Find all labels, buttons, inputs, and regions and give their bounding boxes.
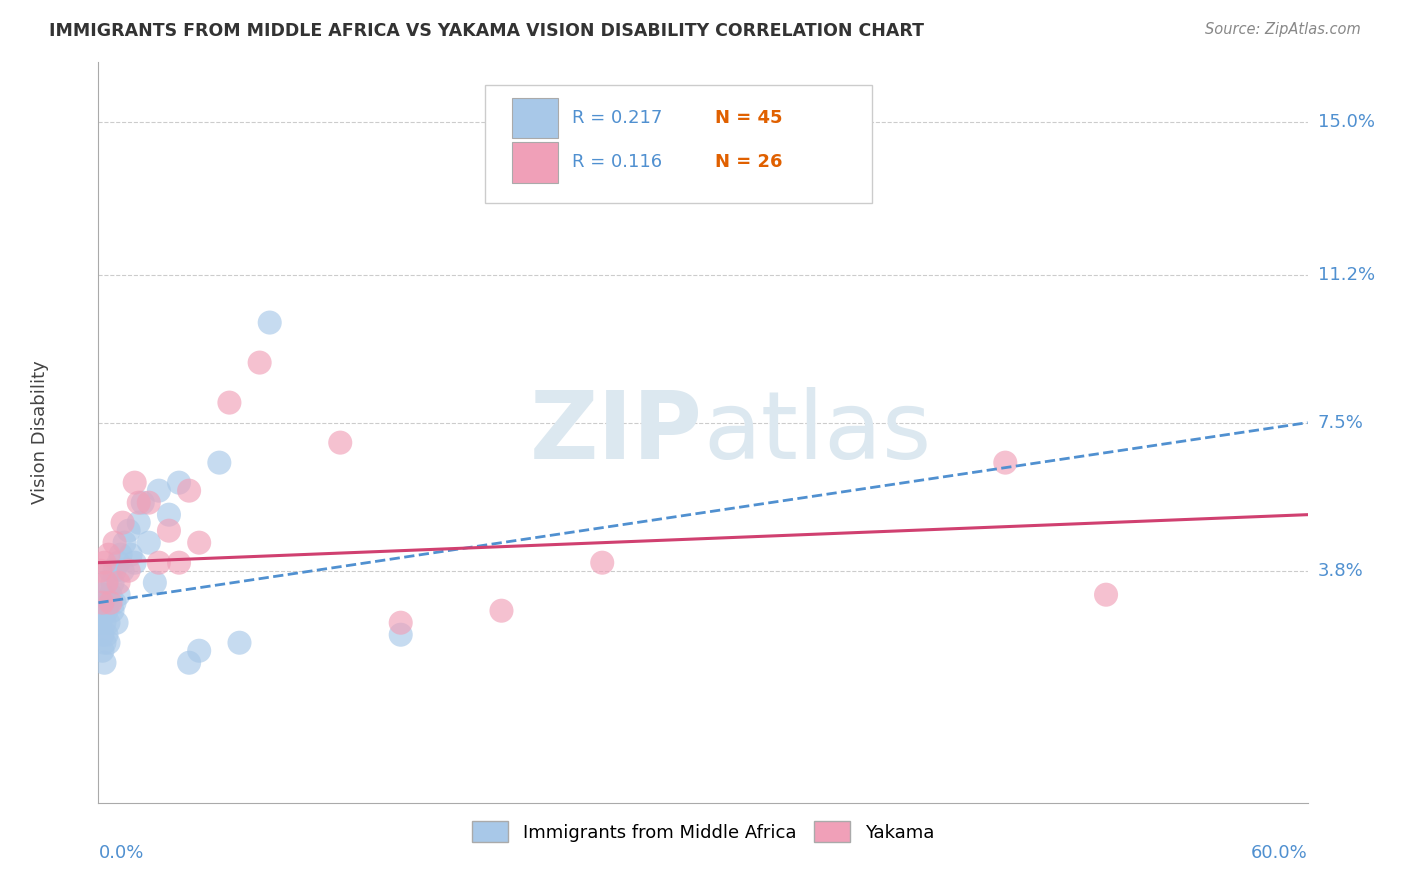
- FancyBboxPatch shape: [485, 85, 872, 203]
- Point: [111, 564, 134, 578]
- Point: [132, 496, 155, 510]
- Point: [491, 604, 513, 618]
- Point: [93, 615, 115, 630]
- Text: 7.5%: 7.5%: [1317, 414, 1364, 432]
- Point: [591, 556, 613, 570]
- Point: [91, 588, 114, 602]
- Point: [120, 548, 142, 562]
- FancyBboxPatch shape: [512, 142, 558, 183]
- Point: [157, 508, 180, 522]
- Point: [101, 604, 124, 618]
- Point: [103, 596, 125, 610]
- Text: R = 0.217: R = 0.217: [572, 109, 662, 127]
- Point: [128, 516, 150, 530]
- Point: [389, 628, 412, 642]
- Point: [111, 516, 134, 530]
- Point: [107, 588, 129, 602]
- Point: [91, 596, 114, 610]
- Point: [89, 596, 111, 610]
- Point: [994, 456, 1017, 470]
- Point: [97, 596, 120, 610]
- Text: atlas: atlas: [703, 386, 931, 479]
- Point: [93, 656, 115, 670]
- Point: [100, 588, 122, 602]
- Point: [138, 535, 160, 549]
- Point: [124, 556, 146, 570]
- Point: [107, 575, 129, 590]
- Point: [138, 496, 160, 510]
- Point: [97, 548, 120, 562]
- Text: 15.0%: 15.0%: [1317, 113, 1375, 131]
- Point: [93, 636, 115, 650]
- Legend: Immigrants from Middle Africa, Yakama: Immigrants from Middle Africa, Yakama: [465, 814, 941, 849]
- Point: [89, 604, 111, 618]
- Point: [188, 644, 211, 658]
- Text: Vision Disability: Vision Disability: [31, 360, 49, 505]
- Point: [91, 644, 114, 658]
- Text: 3.8%: 3.8%: [1317, 562, 1364, 580]
- Point: [91, 628, 114, 642]
- Point: [218, 395, 240, 409]
- Text: 0.0%: 0.0%: [98, 844, 143, 862]
- Point: [96, 628, 118, 642]
- Point: [107, 556, 129, 570]
- Point: [97, 615, 120, 630]
- Point: [91, 607, 114, 622]
- Point: [96, 575, 118, 590]
- Point: [103, 535, 125, 549]
- Point: [97, 636, 120, 650]
- Point: [118, 564, 141, 578]
- Point: [89, 564, 111, 578]
- Point: [96, 575, 118, 590]
- Point: [96, 604, 118, 618]
- Point: [179, 656, 201, 670]
- Point: [128, 496, 150, 510]
- Point: [93, 556, 115, 570]
- Point: [208, 456, 231, 470]
- Text: 11.2%: 11.2%: [1317, 266, 1375, 284]
- Point: [148, 556, 170, 570]
- Point: [179, 483, 201, 498]
- Point: [103, 564, 125, 578]
- Point: [105, 615, 128, 630]
- Point: [89, 615, 111, 630]
- Text: N = 45: N = 45: [716, 109, 783, 127]
- Text: ZIP: ZIP: [530, 386, 703, 479]
- Point: [188, 535, 211, 549]
- Point: [148, 483, 170, 498]
- Point: [228, 636, 250, 650]
- Point: [110, 548, 132, 562]
- Text: 60.0%: 60.0%: [1251, 844, 1308, 862]
- Text: N = 26: N = 26: [716, 153, 783, 171]
- Point: [329, 435, 352, 450]
- Point: [101, 575, 124, 590]
- Point: [100, 596, 122, 610]
- Point: [143, 575, 166, 590]
- Point: [114, 535, 136, 549]
- Text: Source: ZipAtlas.com: Source: ZipAtlas.com: [1205, 22, 1361, 37]
- Point: [157, 524, 180, 538]
- Point: [249, 355, 271, 369]
- Point: [259, 316, 281, 330]
- Point: [93, 596, 115, 610]
- Point: [1095, 588, 1118, 602]
- Text: IMMIGRANTS FROM MIDDLE AFRICA VS YAKAMA VISION DISABILITY CORRELATION CHART: IMMIGRANTS FROM MIDDLE AFRICA VS YAKAMA …: [49, 22, 924, 40]
- Point: [389, 615, 412, 630]
- FancyBboxPatch shape: [512, 97, 558, 138]
- Point: [118, 524, 141, 538]
- Point: [100, 564, 122, 578]
- Text: R = 0.116: R = 0.116: [572, 153, 662, 171]
- Point: [167, 556, 190, 570]
- Point: [167, 475, 190, 490]
- Point: [124, 475, 146, 490]
